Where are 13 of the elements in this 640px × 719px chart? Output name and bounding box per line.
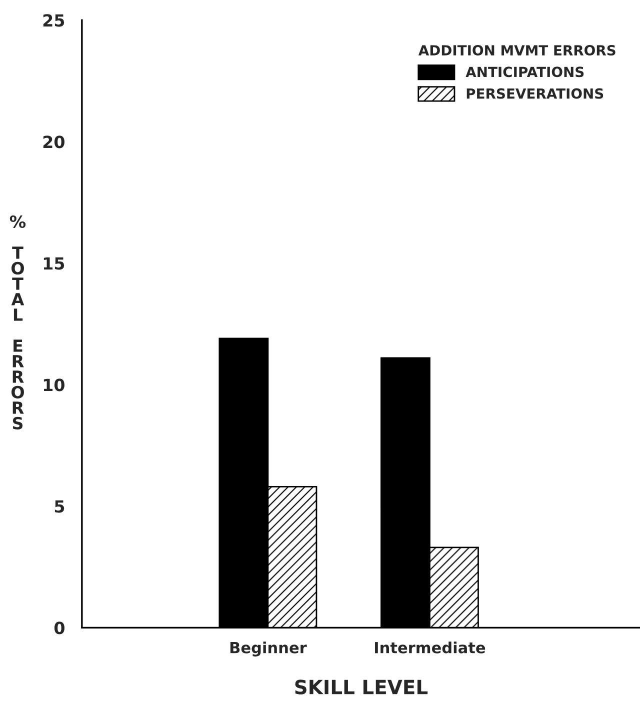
x-axis-title: SKILL LEVEL [295, 680, 428, 694]
text: % TOTAL ERRORS [10, 215, 26, 430]
y-tick-label: 15 [44, 257, 64, 270]
y-tick-label: 0 [54, 622, 64, 634]
y-tick-label: 25 [43, 14, 64, 27]
x-tick-label: Intermediate [375, 642, 486, 654]
y-tick-label: 20 [43, 136, 64, 148]
y-tick-label: 10 [44, 378, 64, 392]
legend-label: ANTICIPATIONS [466, 66, 584, 78]
legend-title: ADDITION MVMT ERRORS [418, 45, 616, 56]
y-tick-label: 5 [54, 500, 64, 513]
x-tick-label: Beginner [230, 642, 307, 656]
legend-label: PERSEVERATIONS [466, 88, 604, 99]
